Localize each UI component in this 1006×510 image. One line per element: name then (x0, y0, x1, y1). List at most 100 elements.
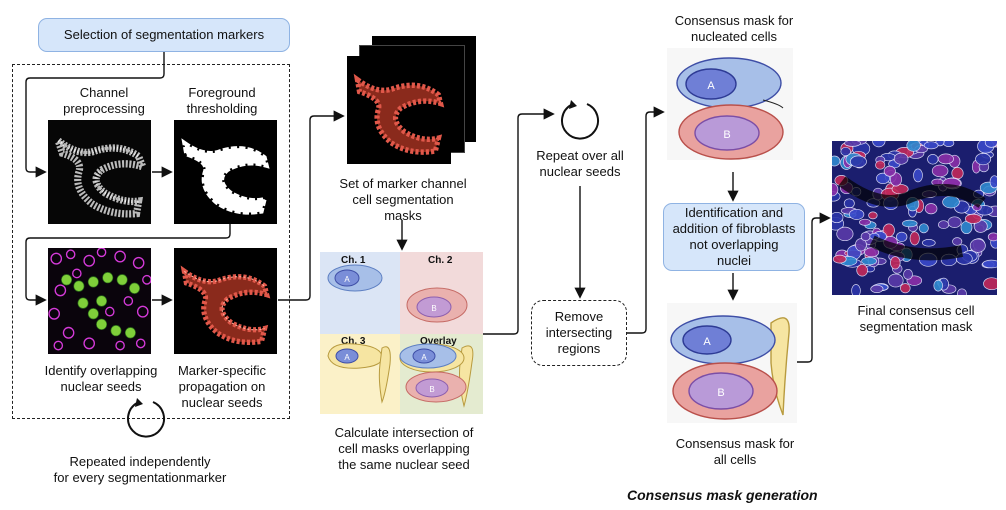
final-mask-cell (848, 208, 865, 220)
final-mask-cell (836, 226, 854, 242)
final-mask-cell (843, 198, 855, 209)
final-mask-cell (859, 218, 871, 226)
final-mask-cell (876, 172, 890, 185)
final-mask-cell (927, 154, 939, 165)
final-mask-cell (872, 141, 886, 148)
repeated-independently-label: Repeated independently for every segment… (53, 454, 227, 485)
final-mask-cell (855, 238, 867, 252)
final-mask-cell (882, 223, 895, 238)
foreground-thresholding-label: Foreground thresholding (186, 85, 258, 116)
channel-preprocessing-image (48, 120, 151, 224)
final-mask-cell (951, 167, 964, 180)
final-mask-cell (933, 279, 943, 292)
consensus-nucleated-label: Consensus mask for nucleated cells (674, 13, 794, 44)
selection-markers-label: Selection of segmentation markers (63, 27, 265, 42)
identification-fibroblasts-label: Identification and addition of fibroblas… (672, 205, 796, 268)
consensus-generation-title: Consensus mask generation (627, 487, 818, 503)
final-mask-cell (909, 231, 920, 246)
overlapping-seeds-image (48, 248, 151, 354)
cell-a-label-2: A (703, 336, 711, 348)
final-mask-cell (918, 223, 929, 234)
final-mask-cell (851, 284, 861, 295)
final-mask-cell (942, 195, 960, 209)
final-mask-cell (887, 273, 904, 288)
final-mask-cell (875, 160, 886, 170)
final-mask-label: Final consensus cell segmentation mask (857, 303, 975, 334)
final-mask-cell (900, 283, 911, 294)
propagation-image (174, 248, 277, 354)
final-mask-cell (890, 256, 901, 270)
selection-markers-box: Selection of segmentation markers (38, 18, 290, 52)
final-mask-cell (989, 175, 997, 189)
final-mask-cell (956, 288, 967, 295)
repeat-seeds-icon (561, 100, 599, 140)
consensus-nucleated-panel: A B (667, 48, 793, 160)
final-mask-cell (924, 203, 938, 215)
ch1-label: Ch. 1 (341, 255, 366, 266)
set-of-masks-label: Set of marker channel cell segmentation … (339, 176, 467, 223)
final-mask-cell (856, 264, 869, 277)
identify-overlapping-label: Identify overlapping nuclear seeds (44, 363, 158, 394)
repeat-over-label: Repeat over all nuclear seeds (536, 148, 624, 179)
final-mask-cell (913, 168, 923, 183)
final-mask-cell (921, 239, 936, 247)
final-mask-cell (969, 238, 986, 253)
final-mask-cell (840, 146, 851, 157)
svg-text:B: B (429, 385, 434, 394)
svg-text:B: B (431, 304, 436, 313)
nucleated-cells-drawing: A B (676, 57, 784, 160)
ch2-label: Ch. 2 (428, 255, 453, 266)
final-mask-cell (902, 219, 918, 228)
cell-b-label: B (723, 129, 730, 141)
final-mask-cell (903, 268, 913, 280)
final-mask-cell (861, 256, 877, 266)
final-mask-cell (844, 141, 861, 147)
final-mask-cell (864, 247, 880, 258)
final-mask-cell (984, 141, 997, 148)
final-mask-cell (923, 141, 939, 150)
svg-text:A: A (344, 353, 350, 362)
mask-stack-front (347, 56, 451, 164)
svg-text:A: A (344, 275, 350, 284)
final-mask-cell (868, 211, 878, 220)
remove-intersecting-box: Remove intersecting regions (531, 300, 627, 366)
final-mask-cell (947, 216, 962, 228)
final-mask-cell (987, 232, 997, 242)
final-mask-cell (982, 259, 997, 269)
consensus-all-panel: A B (667, 303, 797, 423)
final-mask-cell (952, 237, 963, 246)
marker-specific-label: Marker-specific propagation on nuclear s… (177, 363, 267, 410)
final-mask-cell (983, 277, 997, 291)
cell-b-label-2: B (717, 387, 724, 399)
final-mask-cell (832, 254, 847, 264)
final-mask-cell (896, 231, 908, 243)
final-mask-cell (832, 155, 841, 167)
foreground-thresholding-image (174, 120, 277, 224)
final-mask-cell (883, 165, 896, 177)
overlay-label: Overlay (420, 336, 457, 347)
final-mask-cell (943, 141, 955, 147)
svg-text:A: A (421, 353, 427, 362)
cell-a-label: A (707, 80, 715, 92)
final-mask-image (832, 141, 997, 295)
final-mask-cell (832, 211, 844, 224)
final-mask-cell (832, 182, 839, 197)
final-mask-cell (906, 141, 921, 152)
final-mask-cell (893, 152, 909, 165)
final-mask-cell (860, 231, 871, 242)
identification-fibroblasts-box: Identification and addition of fibroblas… (663, 203, 805, 271)
ch3-label: Ch. 3 (341, 336, 366, 347)
consensus-all-label: Consensus mask for all cells (675, 436, 795, 467)
final-mask-cell (931, 164, 949, 178)
final-mask-cell (975, 153, 992, 166)
remove-intersecting-label: Remove intersecting regions (545, 309, 613, 356)
quadrant-cells: A B A A B (327, 264, 474, 408)
final-mask-background-band (838, 176, 986, 261)
repeat-cycle-icon (127, 398, 165, 438)
calc-intersection-label: Calculate intersection of cell masks ove… (334, 425, 474, 472)
final-mask-cell (849, 155, 867, 168)
final-mask-cell (937, 153, 954, 165)
all-cells-drawing: A B (670, 315, 790, 420)
final-mask-cell (938, 220, 950, 230)
final-mask-cell (870, 284, 884, 293)
